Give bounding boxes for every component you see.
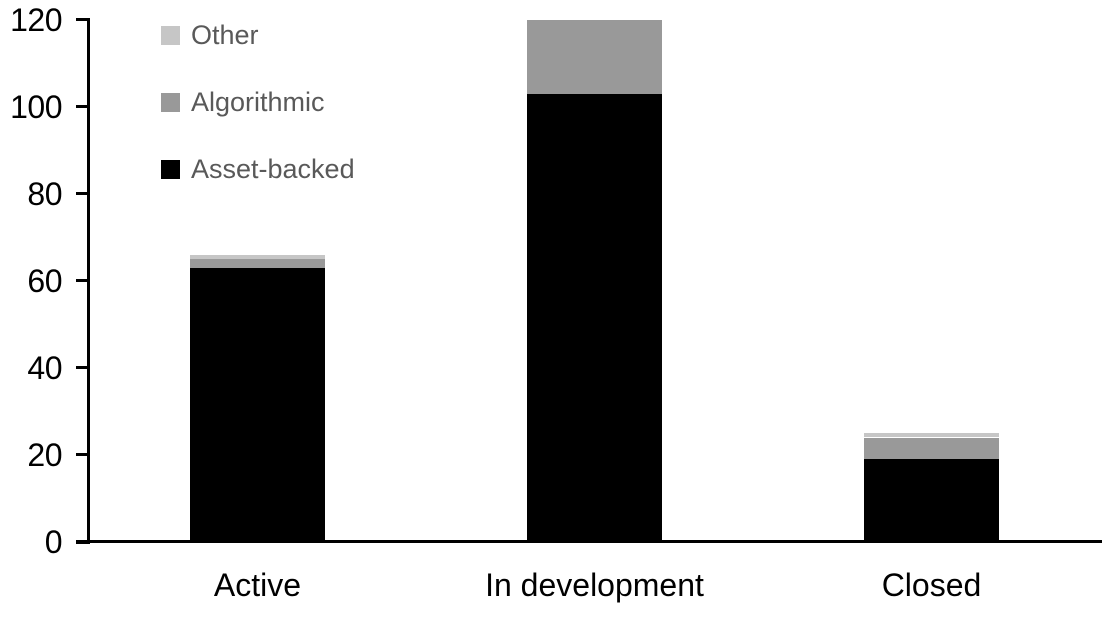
x-axis-category-label-in-development: In development bbox=[485, 567, 704, 603]
bar-segment-other-active bbox=[190, 254, 325, 259]
y-axis-tick bbox=[76, 18, 90, 21]
bar-segment-other-closed bbox=[864, 433, 999, 438]
legend-item-algorithmic: Algorithmic bbox=[161, 87, 355, 117]
bar-segment-asset-backed-in-development bbox=[527, 93, 662, 542]
legend-swatch-asset-backed-icon bbox=[161, 159, 180, 179]
y-axis-tick-label: 40 bbox=[27, 349, 62, 386]
y-axis-tick bbox=[76, 192, 90, 196]
y-axis-tick bbox=[76, 453, 90, 457]
legend-item-other: Other bbox=[161, 20, 355, 50]
bar-segment-algorithmic-active bbox=[190, 258, 325, 268]
bar-segment-asset-backed-closed bbox=[864, 459, 999, 542]
legend-swatch-algorithmic-icon bbox=[161, 92, 180, 112]
y-axis-tick-label: 100 bbox=[10, 88, 62, 125]
y-axis-tick bbox=[76, 366, 90, 370]
bar-segment-algorithmic-closed bbox=[864, 437, 999, 460]
bar-segment-asset-backed-active bbox=[190, 267, 325, 542]
x-axis-category-label-closed: Closed bbox=[881, 567, 982, 603]
legend-item-asset-backed: Asset-backed bbox=[161, 154, 355, 184]
y-axis-tick-label: 20 bbox=[27, 436, 62, 473]
y-axis-tick-label: 60 bbox=[27, 262, 62, 299]
x-axis-category-label-active: Active bbox=[213, 567, 302, 603]
y-axis-line bbox=[87, 18, 90, 544]
bar-segment-algorithmic-in-development bbox=[527, 19, 662, 94]
y-axis-tick-label: 0 bbox=[44, 524, 63, 560]
legend-swatch-other-icon bbox=[161, 25, 180, 45]
legend-label-asset-backed: Asset-backed bbox=[191, 154, 355, 184]
legend-label-algorithmic: Algorithmic bbox=[191, 87, 325, 117]
y-axis-tick-label: 120 bbox=[10, 1, 62, 38]
y-axis-tick bbox=[76, 105, 90, 109]
chart-legend: Other Algorithmic Asset-backed bbox=[161, 20, 355, 184]
y-axis-tick-label: 80 bbox=[27, 175, 62, 212]
y-axis-tick bbox=[76, 279, 90, 283]
legend-label-other: Other bbox=[191, 20, 259, 50]
